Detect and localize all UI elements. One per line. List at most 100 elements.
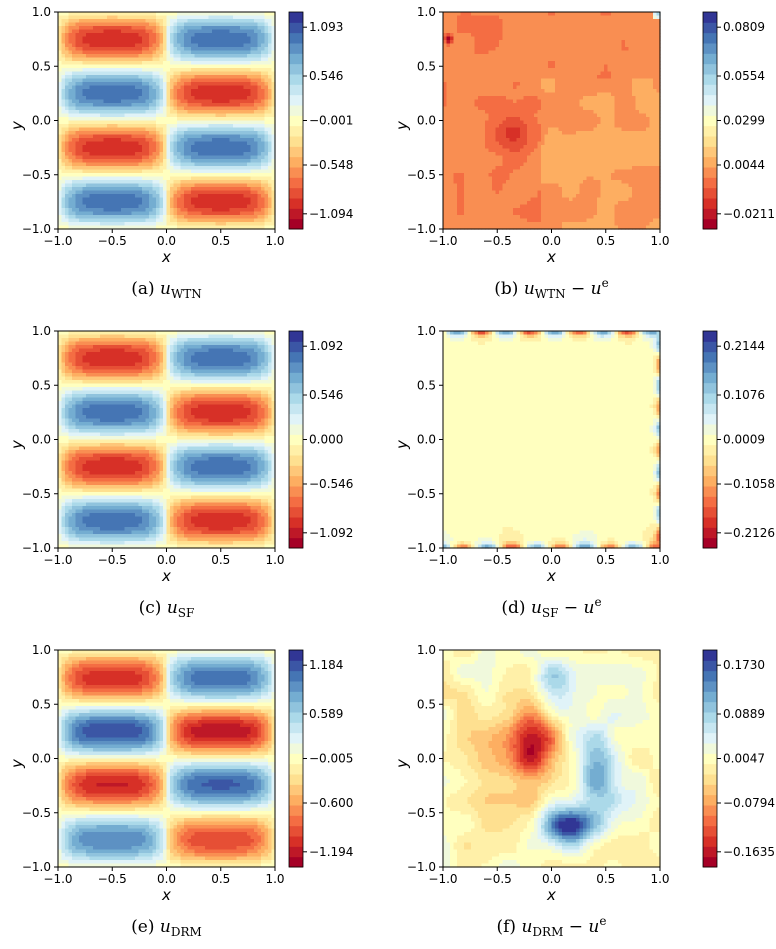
y-axis-label: y — [393, 439, 411, 450]
subplot-d: −1.0 −0.5 0.0 0.5 1.0 −1.0 −0.5 0.0 0.5 1.0 x y 0.21… — [393, 324, 775, 620]
subplot-c: −1.0 −0.5 0.0 0.5 1.0 −1.0 −0.5 0.0 0.5 1.0 x y 1.09… — [8, 324, 353, 620]
x-tick-label: −0.5 — [98, 234, 127, 248]
colorbar-tick-label: 0.2144 — [723, 339, 765, 353]
colorbar: 1.092 0.546 0.000 −0.546 −1.092 — [288, 330, 353, 549]
colorbar-tick-label: 0.589 — [309, 707, 343, 721]
x-tick-label: −1.0 — [428, 234, 457, 248]
x-tick-label: 0.0 — [157, 553, 176, 567]
x-tick-label: −1.0 — [43, 234, 72, 248]
colorbar: 1.093 0.546 −0.001 −0.548 −1.094 — [288, 11, 353, 230]
colorbar-tick-label: 0.0809 — [723, 20, 765, 34]
heatmap-cells — [58, 331, 276, 549]
colorbar-tick-label: 0.1076 — [723, 388, 765, 402]
colorbar-tick-label: 0.0047 — [723, 752, 765, 766]
colorbar: 1.184 0.589 −0.005 −0.600 −1.194 — [288, 649, 353, 868]
x-tick-label: −1.0 — [428, 553, 457, 567]
x-tick-label: 0.5 — [596, 234, 615, 248]
colorbar-tick-label: −0.548 — [309, 158, 353, 172]
colorbar-tick-label: −1.194 — [309, 845, 353, 859]
y-tick-label: 1.0 — [32, 324, 51, 338]
subplot-b: −1.0 −0.5 0.0 0.5 1.0 −1.0 −0.5 0.0 0.5 1.0 x y 0.08… — [393, 5, 775, 301]
colorbar-tick-label: −0.2126 — [723, 526, 775, 540]
y-tick-label: −1.0 — [407, 541, 436, 555]
x-axis-label: x — [546, 248, 556, 266]
y-tick-label: 1.0 — [32, 643, 51, 657]
y-tick-label: 1.0 — [417, 5, 436, 19]
y-tick-label: 0.0 — [32, 433, 51, 447]
colorbar-tick-label: −0.1635 — [723, 845, 775, 859]
x-axis-label: x — [161, 248, 171, 266]
x-tick-label: −0.5 — [98, 872, 127, 886]
colorbar-tick-label: −1.092 — [309, 526, 353, 540]
y-tick-label: 0.5 — [417, 59, 436, 73]
colorbar: 0.2144 0.1076 0.0009 −0.1058 −0.2126 — [702, 330, 775, 549]
x-tick-label: 0.5 — [596, 872, 615, 886]
colorbar-tick-label: 1.092 — [309, 339, 343, 353]
y-tick-label: 0.0 — [417, 114, 436, 128]
subplot-caption: (c) uSF — [139, 598, 195, 620]
y-tick-label: −0.5 — [22, 168, 51, 182]
y-tick-label: 0.5 — [32, 378, 51, 392]
x-tick-label: −0.5 — [483, 234, 512, 248]
colorbar-tick-label: 0.0554 — [723, 69, 765, 83]
colorbar-tick-label: 0.546 — [309, 388, 343, 402]
y-tick-label: 0.5 — [417, 697, 436, 711]
x-tick-label: 1.0 — [265, 234, 284, 248]
colorbar-tick-label: −0.0211 — [723, 207, 775, 221]
subplot-caption: (e) uDRM — [131, 917, 202, 939]
y-tick-label: 0.0 — [417, 752, 436, 766]
colorbar-tick-label: 0.000 — [309, 433, 343, 447]
y-tick-label: 0.5 — [417, 378, 436, 392]
heatmap-cells — [58, 650, 276, 868]
x-axis-label: x — [161, 567, 171, 585]
heatmap-cells — [443, 12, 661, 230]
x-tick-label: −1.0 — [43, 872, 72, 886]
y-tick-label: −0.5 — [407, 487, 436, 501]
subplot-a: −1.0 −0.5 0.0 0.5 1.0 −1.0 −0.5 0.0 0.5 1.0 x y 1.09… — [8, 5, 353, 301]
subplot-caption: (b) uWTN − ue — [494, 276, 608, 301]
subplot-caption: (d) uSF − ue — [501, 595, 601, 620]
y-tick-label: −1.0 — [407, 860, 436, 874]
y-tick-label: 1.0 — [32, 5, 51, 19]
x-tick-label: 0.5 — [596, 553, 615, 567]
colorbar-tick-label: −0.001 — [309, 114, 353, 128]
colorbar-tick-label: −0.600 — [309, 796, 353, 810]
y-axis-label: y — [8, 120, 26, 131]
x-tick-label: 1.0 — [265, 872, 284, 886]
y-tick-label: 1.0 — [417, 643, 436, 657]
x-tick-label: −0.5 — [98, 553, 127, 567]
subplot-f: −1.0 −0.5 0.0 0.5 1.0 −1.0 −0.5 0.0 0.5 1.0 x y 0.17… — [393, 643, 775, 939]
y-tick-label: 0.5 — [32, 59, 51, 73]
y-tick-label: 0.0 — [417, 433, 436, 447]
colorbar-tick-label: 0.0044 — [723, 158, 765, 172]
colorbar-tick-label: −0.0794 — [723, 796, 775, 810]
y-tick-label: 1.0 — [417, 324, 436, 338]
y-tick-label: −1.0 — [407, 222, 436, 236]
y-tick-label: 0.5 — [32, 697, 51, 711]
x-tick-label: 1.0 — [650, 872, 669, 886]
y-tick-label: −0.5 — [22, 487, 51, 501]
colorbar-tick-label: 1.184 — [309, 658, 343, 672]
x-tick-label: −0.5 — [483, 872, 512, 886]
colorbar: 0.1730 0.0889 0.0047 −0.0794 −0.1635 — [702, 649, 775, 868]
x-tick-label: 1.0 — [650, 553, 669, 567]
x-tick-label: 0.5 — [211, 872, 230, 886]
subplot-e: −1.0 −0.5 0.0 0.5 1.0 −1.0 −0.5 0.0 0.5 1.0 x y 1.18… — [8, 643, 353, 939]
colorbar-tick-label: 1.093 — [309, 20, 343, 34]
colorbar: 0.0809 0.0554 0.0299 0.0044 −0.0211 — [702, 11, 775, 230]
colorbar-tick-label: 0.0299 — [723, 114, 765, 128]
x-tick-label: 0.5 — [211, 553, 230, 567]
y-axis-label: y — [8, 758, 26, 769]
heatmap-cells — [443, 650, 661, 868]
x-tick-label: 0.5 — [211, 234, 230, 248]
colorbar-tick-label: 0.546 — [309, 69, 343, 83]
heatmap-cells — [443, 331, 661, 549]
y-tick-label: −0.5 — [407, 168, 436, 182]
y-axis-label: y — [393, 758, 411, 769]
y-tick-label: −1.0 — [22, 222, 51, 236]
y-tick-label: −1.0 — [22, 860, 51, 874]
x-axis-label: x — [161, 886, 171, 904]
x-tick-label: 1.0 — [650, 234, 669, 248]
colorbar-tick-label: −0.1058 — [723, 477, 775, 491]
